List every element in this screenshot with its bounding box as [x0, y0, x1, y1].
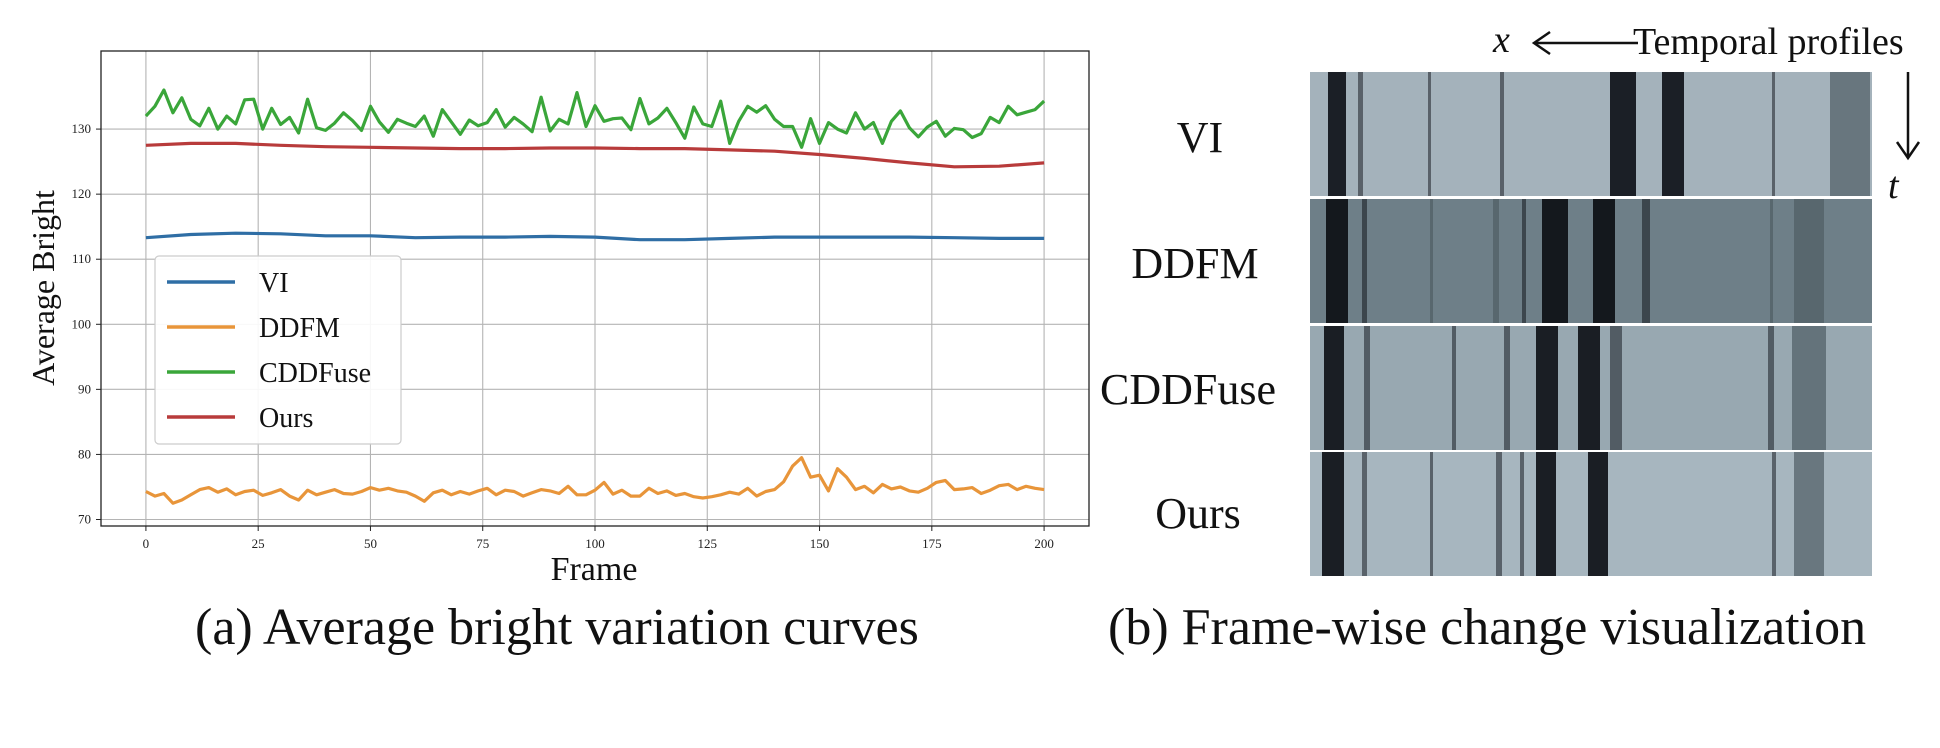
profile-stripe — [1430, 452, 1433, 576]
profile-stripe — [1610, 72, 1636, 196]
profile-stripe — [1496, 452, 1502, 576]
x-tick-label: 50 — [364, 536, 377, 551]
x-tick-label: 75 — [476, 536, 489, 551]
profile-strip-vi — [1310, 72, 1872, 196]
series-group — [144, 88, 1046, 505]
profile-stripe — [1493, 199, 1499, 323]
y-tick-label: 130 — [72, 121, 92, 136]
line-chart: 0 25 50 75 100 125 150 175 200 70 80 90 100 110 120 130… — [25, 50, 1090, 588]
profile-strip-ddfm — [1310, 199, 1872, 323]
legend-entry-label: Ours — [259, 403, 313, 434]
profile-stripe — [1830, 72, 1870, 196]
profile-stripe — [1520, 452, 1524, 576]
profile-stripe — [1322, 452, 1344, 576]
x-axis-symbol: x — [1493, 19, 1510, 61]
x-axis-label: Frame — [551, 551, 638, 588]
profile-stripe — [1324, 326, 1344, 450]
profile-stripe — [1364, 326, 1370, 450]
temporal-profiles-label: Temporal profiles — [1633, 21, 1904, 63]
profile-stripe — [1430, 199, 1433, 323]
legend-entry-label: VI — [259, 268, 289, 299]
profile-stripe — [1593, 199, 1615, 323]
series-line-ddfm — [145, 456, 1045, 505]
y-tick-label: 100 — [72, 316, 92, 331]
profile-stripe — [1642, 199, 1650, 323]
profile-stripe — [1770, 199, 1773, 323]
row-label-cddfuse: CDDFuse — [1099, 365, 1277, 414]
profile-stripe — [1504, 326, 1510, 450]
arrow-left-icon — [1531, 30, 1638, 56]
arrow-down-icon — [1895, 72, 1921, 161]
profile-background — [1310, 72, 1872, 196]
profile-stripe — [1768, 326, 1774, 450]
profile-stripe — [1792, 326, 1826, 450]
x-tick-label: 0 — [143, 536, 150, 551]
series-line-ours — [145, 141, 1045, 169]
y-tick-label: 90 — [78, 381, 91, 396]
profile-stripe — [1662, 72, 1684, 196]
profile-stripe — [1536, 326, 1558, 450]
profile-stripe — [1326, 199, 1348, 323]
profile-background — [1310, 199, 1872, 323]
y-tick-label: 110 — [72, 251, 91, 266]
y-axis-label: Average Bright — [25, 190, 61, 386]
profile-strip-ours — [1310, 452, 1872, 576]
x-tick-label: 200 — [1034, 536, 1054, 551]
row-label-vi: VI — [1176, 113, 1224, 162]
y-tick-label: 70 — [78, 511, 91, 526]
row-label-ours: Ours — [1155, 489, 1241, 538]
profile-stripe — [1362, 452, 1367, 576]
caption-b: (b) Frame-wise change visualization — [1108, 599, 1867, 656]
profile-stripe — [1794, 452, 1824, 576]
caption-a: (a) Average bright variation curves — [195, 599, 919, 656]
profile-image-ours — [1310, 452, 1872, 576]
frame-wise-panel: x Temporal profiles t VI DDFM CDDFuse Ou… — [1100, 0, 1940, 600]
tick-labels: 0 25 50 75 100 125 150 175 200 70 80 90 100 110 120 130 — [72, 121, 1054, 551]
profile-stripe — [1452, 326, 1456, 450]
x-tick-label: 175 — [922, 536, 942, 551]
profile-stripe — [1794, 199, 1824, 323]
profile-stripe — [1588, 452, 1608, 576]
y-tick-label: 80 — [78, 446, 91, 461]
profile-stripe — [1522, 199, 1526, 323]
y-tick-label: 120 — [72, 186, 92, 201]
profile-image-vi — [1310, 72, 1872, 196]
profile-stripe — [1536, 452, 1556, 576]
row-label-ddfm: DDFM — [1131, 239, 1259, 288]
legend-box — [154, 255, 402, 445]
profile-image-ddfm — [1310, 199, 1872, 323]
legend-entry-label: CDDFuse — [259, 358, 371, 389]
profile-stripe — [1428, 72, 1431, 196]
profile-stripe — [1772, 72, 1775, 196]
series-line-vi — [145, 231, 1045, 242]
profile-stripe — [1358, 72, 1363, 196]
profile-stripe — [1578, 326, 1600, 450]
x-tick-label: 150 — [810, 536, 830, 551]
profile-stripe — [1542, 199, 1568, 323]
profile-stripe — [1500, 72, 1504, 196]
profile-strip-cddfuse — [1310, 326, 1872, 450]
profile-stripe — [1610, 326, 1622, 450]
profile-stripe — [1772, 452, 1776, 576]
series-line-cddfuse — [144, 88, 1046, 149]
legend: VI DDFM CDDFuse Ours — [154, 255, 402, 445]
legend-entry-label: DDFM — [259, 313, 340, 344]
profile-stripe — [1362, 199, 1367, 323]
t-axis-symbol: t — [1888, 165, 1899, 207]
x-tick-label: 125 — [698, 536, 718, 551]
x-tick-label: 25 — [252, 536, 265, 551]
profile-stripe — [1328, 72, 1346, 196]
profile-image-cddfuse — [1310, 326, 1872, 450]
x-tick-label: 100 — [585, 536, 605, 551]
